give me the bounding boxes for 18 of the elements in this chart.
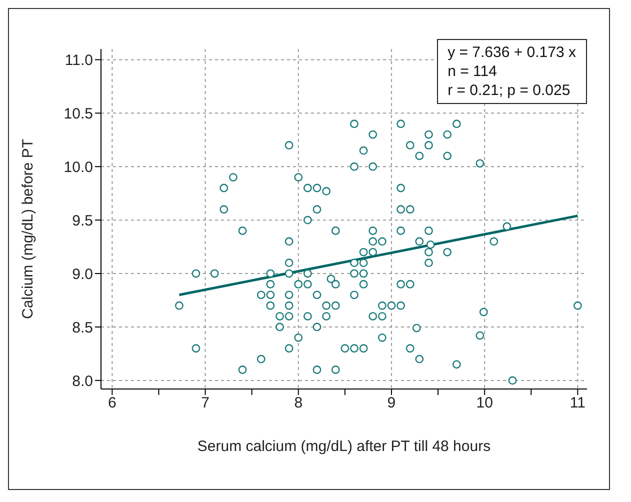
x-tick-label: 10 xyxy=(476,394,493,412)
y-tick-label: 8.5 xyxy=(72,319,93,336)
x-tick-label: 6 xyxy=(108,394,116,412)
annotation: r = 0.21; p = 0.025 xyxy=(448,81,572,100)
x-tick-label: 7 xyxy=(201,394,210,412)
x-axis-title: Serum calcium (mg/dL) after PT till 48 hours xyxy=(197,438,491,455)
y-tick-label: 8.0 xyxy=(72,372,93,390)
y-tick-label: 9.5 xyxy=(72,212,93,230)
y-tick-label: 11.0 xyxy=(64,52,93,70)
x-tick-label: 11 xyxy=(570,394,586,412)
y-axis-title: Calcium (mg/dL) before PT xyxy=(19,138,36,319)
y-tick-label: 9.0 xyxy=(72,266,93,283)
annotation: n = 114 xyxy=(448,62,498,81)
annotation: y = 7.636 + 0.173 x xyxy=(448,43,576,62)
y-tick-label: 10.0 xyxy=(64,158,93,176)
x-tick-label: 9 xyxy=(387,394,396,412)
y-tick-label: 10.5 xyxy=(64,105,93,122)
x-tick-label: 8 xyxy=(294,394,303,412)
